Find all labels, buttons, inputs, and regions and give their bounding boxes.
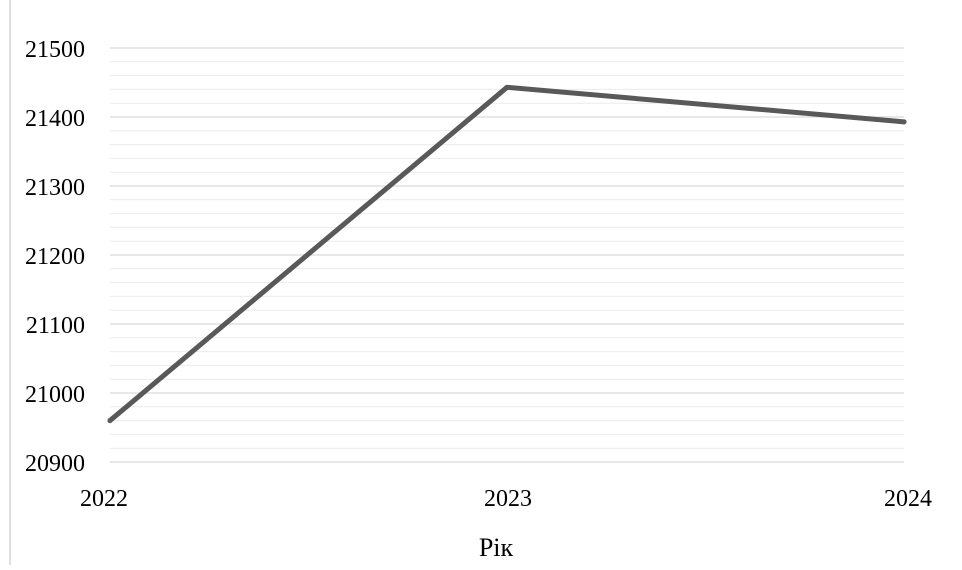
x-tick-label: 2023 xyxy=(484,486,532,512)
y-tick-label: 21100 xyxy=(26,313,85,339)
series-line xyxy=(107,84,907,424)
x-tick-label: 2024 xyxy=(884,486,932,512)
grid-layer xyxy=(110,47,904,463)
y-tick-label: 21500 xyxy=(25,37,85,63)
y-tick-label: 21400 xyxy=(25,106,85,132)
y-tick-labels: 20900 21000 21100 21200 21300 21400 21500 xyxy=(25,37,85,477)
x-tick-labels: 2022 2023 2024 xyxy=(80,486,932,512)
series-layer xyxy=(107,84,907,424)
y-tick-label: 20900 xyxy=(25,451,85,477)
x-tick-label: 2022 xyxy=(80,486,128,512)
y-tick-label: 21300 xyxy=(25,175,85,201)
data-point xyxy=(504,84,510,90)
data-point xyxy=(107,418,113,424)
data-point xyxy=(901,119,907,125)
x-axis-title: Рік xyxy=(479,533,514,562)
y-tick-label: 21200 xyxy=(25,244,85,270)
y-tick-label: 21000 xyxy=(25,382,85,408)
